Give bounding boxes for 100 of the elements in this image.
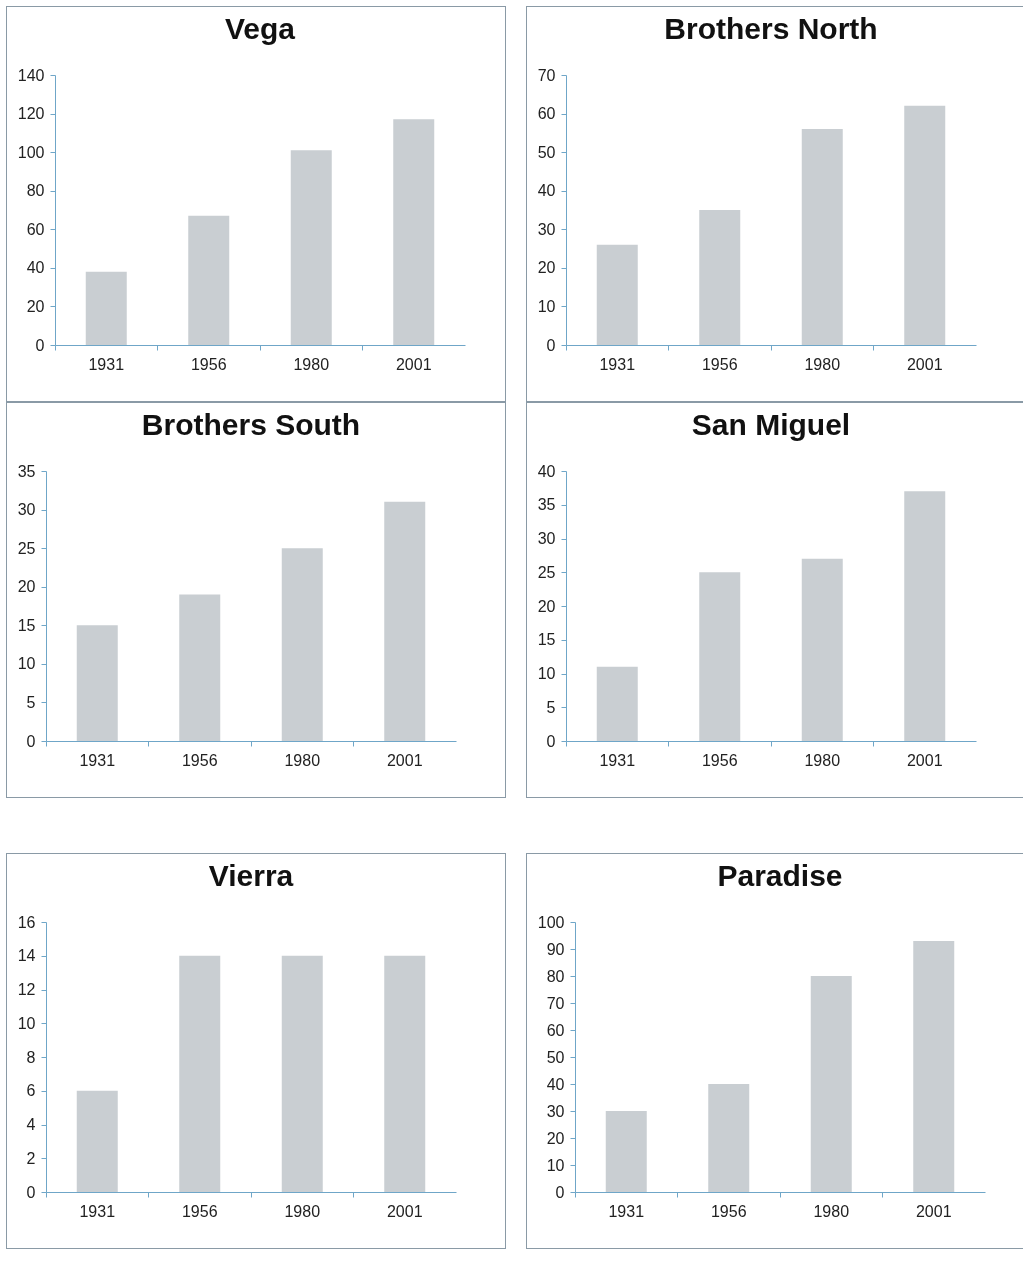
y-tick-label: 15	[537, 631, 556, 649]
y-tick-label: 70	[537, 66, 556, 84]
x-tick-label: 1931	[608, 1202, 645, 1220]
y-tick-label: 20	[537, 597, 556, 615]
y-tick-label: 10	[537, 297, 556, 315]
x-tick-label: 1980	[284, 751, 321, 769]
bar	[699, 210, 741, 345]
y-tick-label: 40	[537, 182, 556, 200]
chart-title: Brothers North	[664, 12, 878, 45]
y-tick-label: 60	[26, 220, 45, 238]
y-tick-label: 0	[555, 1183, 565, 1201]
y-tick-label: 5	[26, 693, 36, 711]
x-tick-label: 1931	[88, 355, 125, 373]
x-tick-label: 1980	[804, 751, 841, 769]
bar	[290, 150, 332, 345]
bar	[699, 572, 741, 741]
bar	[913, 940, 955, 1192]
x-tick-label: 1931	[599, 355, 636, 373]
y-tick-label: 40	[546, 1075, 565, 1093]
x-tick-label: 1980	[804, 355, 841, 373]
x-tick-label: 1980	[293, 355, 330, 373]
x-tick-label: 1956	[701, 355, 738, 373]
y-tick-label: 10	[537, 665, 556, 682]
y-tick-label: 20	[537, 259, 556, 277]
y-tick-label: 90	[546, 940, 565, 958]
y-tick-label: 12	[17, 981, 36, 998]
y-tick-label: 35	[537, 496, 556, 514]
x-tick-label: 1956	[710, 1202, 747, 1220]
x-tick-label: 2001	[386, 751, 423, 769]
y-tick-label: 100	[537, 913, 565, 931]
y-tick-label: 20	[26, 297, 45, 315]
y-tick-label: 14	[17, 947, 36, 965]
bar	[76, 625, 118, 741]
y-tick-label: 2	[26, 1149, 36, 1167]
y-tick-label: 40	[537, 462, 556, 480]
y-tick-label: 35	[17, 462, 36, 480]
y-tick-label: 4	[26, 1116, 36, 1133]
x-tick-label: 2001	[386, 1202, 423, 1220]
x-tick-label: 1956	[181, 751, 218, 769]
y-tick-label: 6	[26, 1082, 36, 1100]
chart-title: Vega	[224, 12, 296, 45]
y-tick-label: 60	[537, 105, 556, 123]
y-tick-label: 16	[17, 913, 36, 931]
y-tick-label: 0	[546, 336, 556, 354]
x-tick-label: 1931	[79, 751, 116, 769]
bar	[904, 491, 946, 741]
y-tick-label: 70	[546, 994, 565, 1012]
bar	[85, 271, 127, 345]
chart-title: Vierra	[208, 859, 294, 892]
x-tick-label: 2001	[906, 751, 943, 769]
x-tick-label: 1980	[813, 1202, 850, 1220]
bar	[281, 548, 323, 741]
y-tick-label: 0	[35, 336, 45, 354]
x-tick-label: 2001	[906, 355, 943, 373]
y-tick-label: 25	[537, 563, 556, 581]
y-tick-label: 40	[26, 259, 45, 277]
y-tick-label: 100	[17, 143, 45, 161]
chart-title: Paradise	[717, 859, 843, 892]
y-tick-label: 80	[546, 967, 565, 985]
bar	[393, 119, 435, 345]
y-tick-label: 50	[546, 1048, 565, 1066]
x-tick-label: 1956	[181, 1202, 218, 1220]
y-tick-label: 80	[26, 182, 45, 200]
chart-title: Brothers South	[141, 408, 361, 441]
y-tick-label: 30	[537, 530, 556, 547]
bar	[179, 594, 221, 741]
y-tick-label: 30	[17, 501, 36, 519]
y-tick-label: 0	[26, 732, 36, 750]
x-tick-label: 1980	[284, 1202, 321, 1220]
x-tick-label: 1956	[190, 355, 227, 373]
bar	[596, 666, 638, 741]
y-tick-label: 8	[26, 1048, 36, 1066]
y-tick-label: 30	[546, 1102, 565, 1120]
chart-title: San Miguel	[691, 408, 851, 441]
y-tick-label: 15	[17, 616, 36, 634]
y-tick-label: 60	[546, 1021, 565, 1039]
y-tick-label: 5	[546, 698, 556, 716]
bar	[708, 1084, 750, 1192]
y-tick-label: 25	[17, 539, 36, 557]
y-tick-label: 10	[17, 655, 36, 673]
x-tick-label: 1931	[599, 751, 636, 769]
bar	[596, 244, 638, 345]
y-tick-label: 50	[537, 143, 556, 161]
y-tick-label: 20	[17, 578, 36, 596]
y-tick-label: 0	[546, 732, 556, 750]
y-tick-label: 140	[17, 66, 45, 84]
bar	[801, 558, 843, 741]
x-tick-label: 1931	[79, 1202, 116, 1220]
bar	[188, 215, 230, 345]
bar	[605, 1111, 647, 1192]
bar	[384, 501, 426, 741]
bar	[904, 105, 946, 345]
bar	[801, 129, 843, 345]
x-tick-label: 2001	[915, 1202, 952, 1220]
x-tick-label: 1956	[701, 751, 738, 769]
y-tick-label: 120	[17, 105, 45, 123]
bar	[810, 976, 852, 1192]
y-tick-label: 0	[26, 1183, 36, 1201]
y-tick-label: 10	[546, 1156, 565, 1174]
x-tick-label: 2001	[395, 355, 432, 373]
